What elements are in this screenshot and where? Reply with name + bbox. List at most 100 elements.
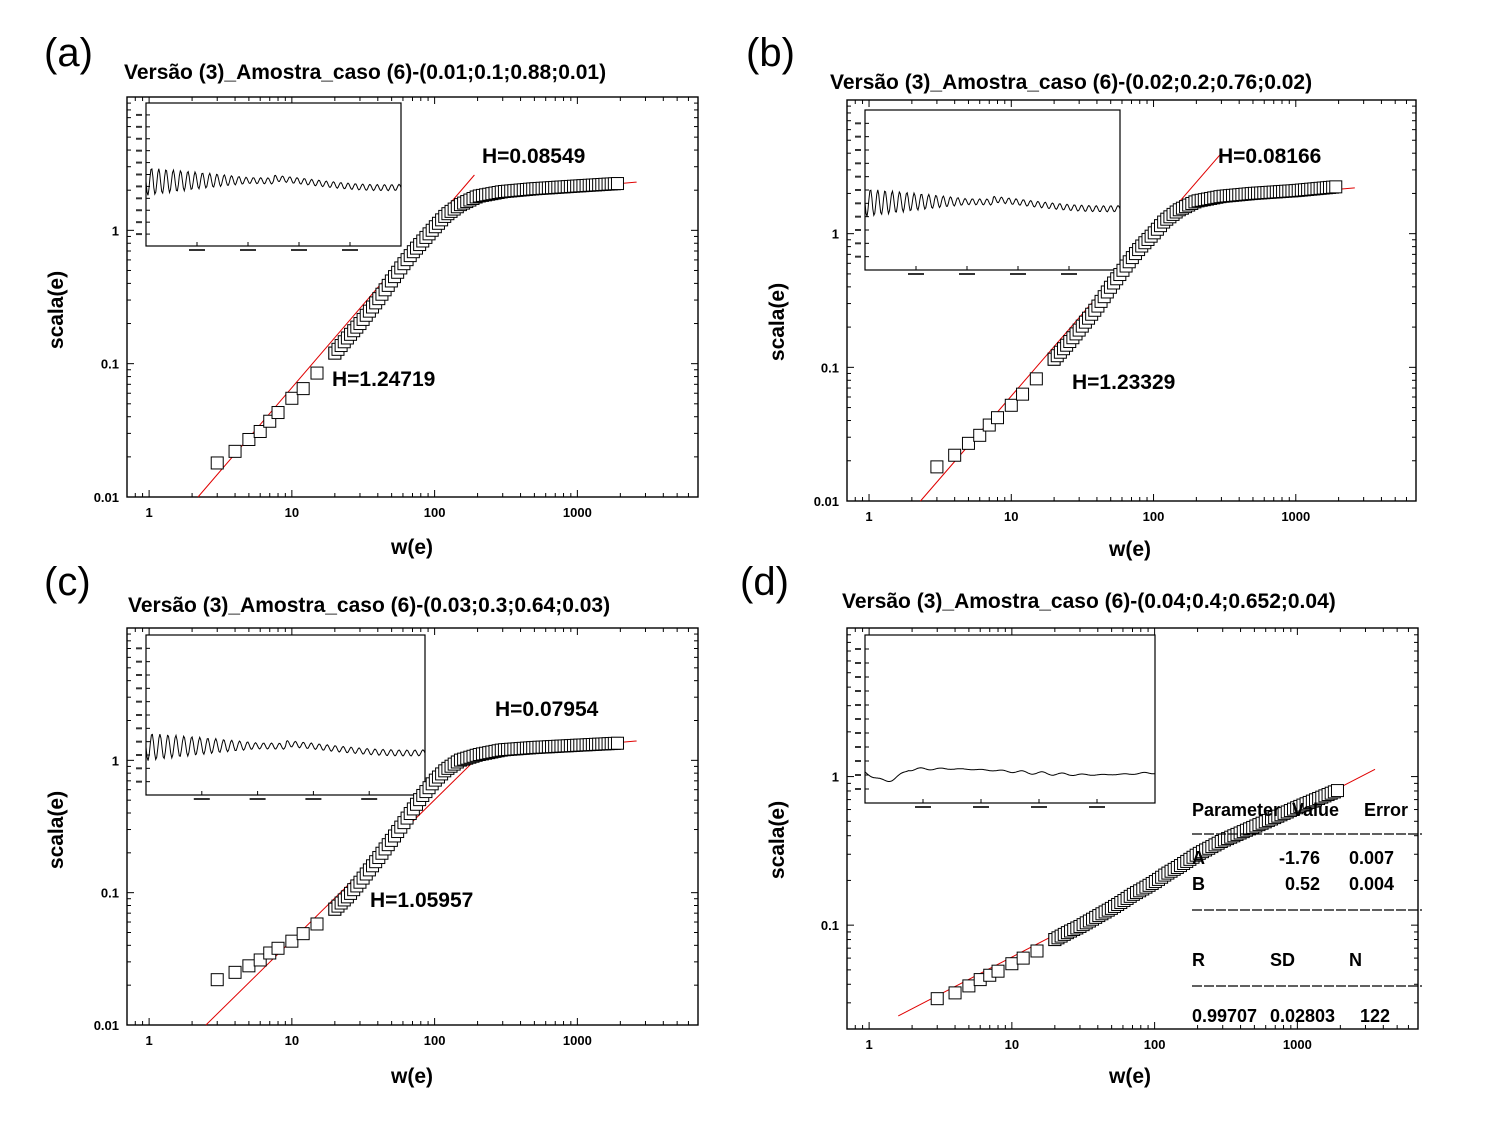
stats-row-value: 0.52 bbox=[1285, 874, 1320, 894]
x-axis-label: w(e) bbox=[390, 1065, 433, 1088]
inset-x-tick-label bbox=[973, 806, 989, 808]
chart-title: Versão (3)_Amostra_caso (6)-(0.01;0.1;0.… bbox=[124, 61, 606, 84]
inset-y-tick-label bbox=[855, 732, 861, 734]
x-tick-label: 100 bbox=[424, 505, 446, 520]
inset-x-tick-label bbox=[189, 249, 205, 251]
inset-y-tick-label bbox=[855, 704, 861, 706]
inset-y-tick-label bbox=[136, 740, 142, 743]
stats-summary-r: R bbox=[1192, 950, 1205, 970]
data-point bbox=[948, 448, 962, 462]
inset-x-tick-label bbox=[305, 798, 322, 800]
y-tick-label: 0.1 bbox=[101, 357, 119, 372]
data-series bbox=[210, 177, 624, 470]
data-point bbox=[930, 992, 944, 1006]
y-axis-label: scala(e) bbox=[45, 271, 68, 349]
inset-y-tick-label bbox=[136, 780, 142, 783]
data-point bbox=[1029, 372, 1043, 386]
x-tick-label: 1 bbox=[145, 1033, 152, 1048]
data-point bbox=[310, 917, 324, 931]
inset-x-tick-label bbox=[908, 273, 924, 275]
inset-y-tick-label bbox=[855, 255, 861, 258]
inset-y-tick-label bbox=[855, 746, 861, 748]
x-tick-label: 1 bbox=[865, 1037, 872, 1052]
y-axis-label: scala(e) bbox=[766, 801, 789, 879]
inset-plot bbox=[855, 109, 1121, 275]
y-tick-label: 0.1 bbox=[101, 886, 119, 901]
inset-y-tick-label bbox=[136, 209, 142, 212]
inset-series-line bbox=[864, 767, 1156, 782]
x-axis-label: w(e) bbox=[390, 536, 433, 559]
stats-row-name: B bbox=[1192, 874, 1205, 894]
inset-frame bbox=[145, 634, 426, 796]
stats-header-parameter: Parameter bbox=[1192, 800, 1280, 820]
inset-y-tick-label bbox=[136, 714, 142, 716]
annotation-low-slope: H=1.24719 bbox=[332, 368, 435, 391]
x-tick-label: 100 bbox=[424, 1033, 446, 1048]
inset-series-line bbox=[145, 733, 426, 762]
data-point bbox=[210, 973, 224, 987]
inset-y-tick-label bbox=[136, 660, 142, 663]
inset-y-tick-label bbox=[136, 674, 142, 676]
y-tick-label: 0.1 bbox=[821, 360, 839, 375]
stats-summary-sd: SD bbox=[1270, 950, 1295, 970]
x-tick-label: 1000 bbox=[563, 505, 592, 520]
inset-y-tick-label bbox=[855, 175, 861, 178]
data-point bbox=[253, 424, 267, 438]
data-point bbox=[228, 444, 242, 458]
annotation-high-slope: H=0.08166 bbox=[1218, 145, 1321, 168]
inset-y-tick-label bbox=[136, 767, 142, 770]
inset-x-tick-label bbox=[915, 806, 931, 808]
data-point bbox=[310, 366, 324, 380]
chart-title: Versão (3)_Amostra_caso (6)-(0.02;0.2;0.… bbox=[830, 71, 1312, 94]
inset-y-tick-label bbox=[136, 173, 142, 176]
y-tick-label: 0.01 bbox=[94, 1018, 119, 1033]
data-point bbox=[610, 177, 624, 191]
data-point bbox=[271, 406, 285, 420]
y-tick-label: 1 bbox=[112, 753, 119, 768]
inset-y-tick-label bbox=[855, 676, 861, 678]
y-tick-label: 0.1 bbox=[821, 918, 839, 933]
inset-y-tick-label bbox=[855, 149, 861, 151]
inset-y-tick-label bbox=[136, 149, 142, 152]
data-point bbox=[973, 428, 987, 442]
data-point bbox=[948, 986, 962, 1000]
inset-y-tick-label bbox=[855, 648, 861, 650]
inset-x-tick-label bbox=[959, 273, 975, 275]
inset-y-tick-label bbox=[855, 189, 861, 191]
data-point bbox=[1330, 784, 1344, 798]
stats-row-name: A bbox=[1192, 848, 1205, 868]
inset-y-tick-label bbox=[855, 242, 861, 245]
data-point bbox=[1030, 944, 1044, 958]
data-point bbox=[210, 456, 224, 470]
y-tick-label: 1 bbox=[112, 223, 119, 238]
data-point bbox=[271, 941, 285, 955]
panel-d: (d) Versão (3)_Amostra_caso (6)-(0.04;0.4… bbox=[740, 560, 1422, 1088]
inset-y-tick-label bbox=[855, 690, 861, 692]
stats-summary-n: N bbox=[1349, 950, 1362, 970]
inset-x-tick-label bbox=[1010, 273, 1026, 275]
panel-letter: (a) bbox=[44, 31, 93, 75]
fit-stats-table: Parameter Value Error A -1.76 0.007 B 0.52 0.004… bbox=[1192, 800, 1422, 1026]
inset-y-tick-label bbox=[855, 215, 861, 218]
data-point bbox=[228, 965, 242, 979]
data-point bbox=[242, 432, 256, 446]
chart-title: Versão (3)_Amostra_caso (6)-(0.03;0.3;0.… bbox=[128, 594, 610, 617]
data-point bbox=[296, 382, 310, 396]
data-point bbox=[253, 953, 267, 967]
y-tick-label: 1 bbox=[832, 227, 839, 242]
inset-frame bbox=[864, 634, 1156, 804]
chart-title: Versão (3)_Amostra_caso (6)-(0.04;0.4;0.… bbox=[842, 590, 1336, 613]
panel-a: (a) Versão (3)_Amostra_caso (6)-(0.01;0.1… bbox=[44, 31, 699, 559]
inset-y-tick-label bbox=[136, 125, 142, 128]
inset-x-tick-label bbox=[291, 249, 307, 251]
annotation-low-slope: H=1.23329 bbox=[1072, 371, 1175, 394]
data-point bbox=[285, 391, 299, 405]
y-tick-label: 0.01 bbox=[814, 494, 839, 509]
x-tick-label: 10 bbox=[1004, 509, 1018, 524]
x-tick-label: 10 bbox=[285, 505, 299, 520]
inset-y-tick-label bbox=[136, 647, 142, 650]
x-axis-label: w(e) bbox=[1108, 538, 1151, 561]
inset-x-tick-label bbox=[342, 249, 358, 251]
inset-y-tick-label bbox=[136, 687, 142, 690]
